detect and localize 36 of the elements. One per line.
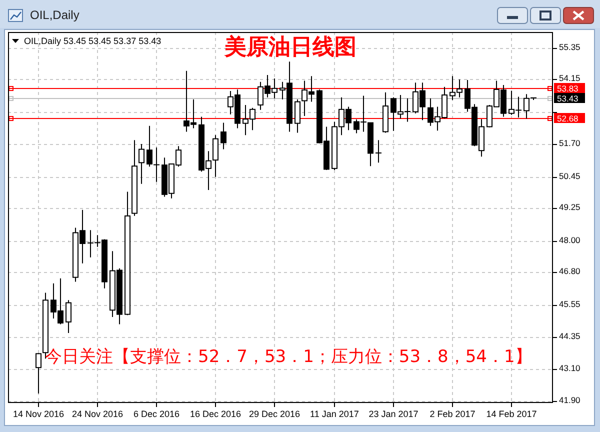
x-tick-label: 2 Feb 2017 [430, 409, 476, 419]
candlestick [146, 125, 152, 168]
chart-title: 美原油日线图 [224, 34, 356, 60]
x-tick-label: 14 Feb 2017 [486, 409, 537, 419]
y-tick-label: 51.70 [559, 138, 581, 148]
chart-subtitle: OIL,Daily 53.45 53.45 53.37 53.43 [24, 36, 162, 46]
x-tick-label: 16 Dec 2016 [190, 409, 242, 419]
y-tick-label: 44.35 [559, 331, 581, 341]
y-tick-label: 43.10 [559, 363, 581, 373]
candlestick [220, 122, 226, 150]
x-tick-label: 14 Nov 2016 [12, 409, 64, 419]
y-tick-label: 48.00 [559, 235, 581, 245]
ref-line-label: 53.43 [557, 94, 579, 104]
candlestick [294, 98, 300, 134]
y-tick-label: 54.15 [559, 73, 581, 83]
y-tick-label: 41.90 [559, 395, 581, 405]
candlestick [138, 144, 144, 184]
y-tick-label: 49.25 [559, 202, 581, 212]
candlestick [66, 300, 72, 334]
x-tick-label: 29 Dec 2016 [248, 409, 300, 419]
candlestick [153, 146, 160, 182]
y-tick-label: 45.55 [559, 299, 581, 309]
annotation: 今日关注【支撑位：52．7，53．1；压力位：53．8，54．1】 [45, 347, 532, 367]
y-tick-label: 50.45 [559, 171, 581, 181]
x-tick-label: 24 Nov 2016 [72, 409, 124, 419]
candlestick [36, 352, 42, 394]
candlestick [375, 140, 382, 164]
text: OIL,Daily [30, 8, 80, 22]
x-tick-label: 23 Jan 2017 [368, 409, 418, 419]
candlestick [212, 134, 218, 178]
ref-line-label: 52.68 [557, 114, 579, 124]
x-tick-label: 6 Dec 2016 [133, 409, 180, 419]
y-tick-label: 55.35 [559, 42, 581, 52]
x-tick-label: 11 Jan 2017 [310, 409, 359, 419]
ref-line-label: 53.83 [557, 84, 579, 94]
y-tick-label: 46.80 [559, 266, 581, 276]
